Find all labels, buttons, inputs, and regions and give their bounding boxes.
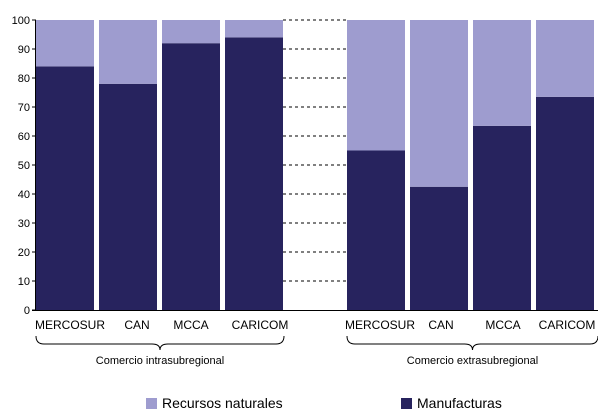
- category-label: MCCA: [485, 318, 520, 332]
- grid-lines: [283, 19, 347, 282]
- legend-label: Recursos naturales: [162, 395, 283, 410]
- bar-manufacturas: [473, 125, 531, 310]
- category-label: CAN: [124, 318, 149, 332]
- bar-recursos-naturales: [410, 20, 468, 187]
- bar-manufacturas: [410, 186, 468, 310]
- y-tick-label: 70: [18, 102, 30, 114]
- y-tick-label: 80: [18, 73, 30, 85]
- y-tick-label: 60: [18, 131, 30, 143]
- group-label: Comercio extrasubregional: [407, 355, 538, 367]
- category-label: CARICOM: [232, 318, 289, 332]
- bar-recursos-naturales: [36, 20, 94, 67]
- legend-swatch: [401, 398, 412, 409]
- group-brackets: Comercio intrasubregional Comercio extras…: [35, 335, 598, 367]
- category-label: MCCA: [173, 318, 208, 332]
- bar-manufacturas: [99, 83, 157, 310]
- category-label: MERCOSUR: [35, 318, 105, 332]
- bar-recursos-naturales: [473, 20, 531, 126]
- y-tick-label: 40: [18, 189, 30, 201]
- y-tick-label: 100: [12, 15, 30, 27]
- bar-manufacturas: [162, 43, 220, 310]
- bar-manufacturas: [36, 66, 94, 311]
- bar-manufacturas: [347, 150, 405, 310]
- bar-recursos-naturales: [162, 20, 220, 44]
- y-tick-label: 0: [24, 305, 30, 317]
- legend: Recursos naturales Manufacturas: [146, 395, 502, 410]
- category-label: MERCOSUR: [345, 318, 415, 332]
- legend-swatch: [146, 398, 157, 409]
- group-bracket: [35, 335, 285, 351]
- y-tick-label: 90: [18, 44, 30, 56]
- bar-recursos-naturales: [225, 20, 283, 38]
- category-label: CAN: [428, 318, 453, 332]
- bar-recursos-naturales: [347, 20, 405, 151]
- group-bracket: [346, 335, 598, 351]
- group-label: Comercio intrasubregional: [96, 355, 224, 367]
- y-tick-label: 30: [18, 218, 30, 230]
- y-tick-label: 20: [18, 247, 30, 259]
- y-tick-label: 10: [18, 276, 30, 288]
- y-tick-label: 50: [18, 160, 30, 172]
- y-axis: 0 10 20 30 40 50 60 70 80 90 100: [12, 15, 598, 317]
- bar-recursos-naturales: [99, 20, 157, 84]
- category-label: CARICOM: [539, 318, 596, 332]
- bar-manufacturas: [536, 96, 594, 310]
- category-labels: MERCOSUR CAN MCCA CARICOM MERCOSUR CAN MCCA CAR…: [35, 318, 595, 332]
- bars: [36, 20, 594, 311]
- bar-manufacturas: [225, 37, 283, 311]
- legend-label: Manufacturas: [417, 395, 502, 410]
- bar-recursos-naturales: [536, 20, 594, 97]
